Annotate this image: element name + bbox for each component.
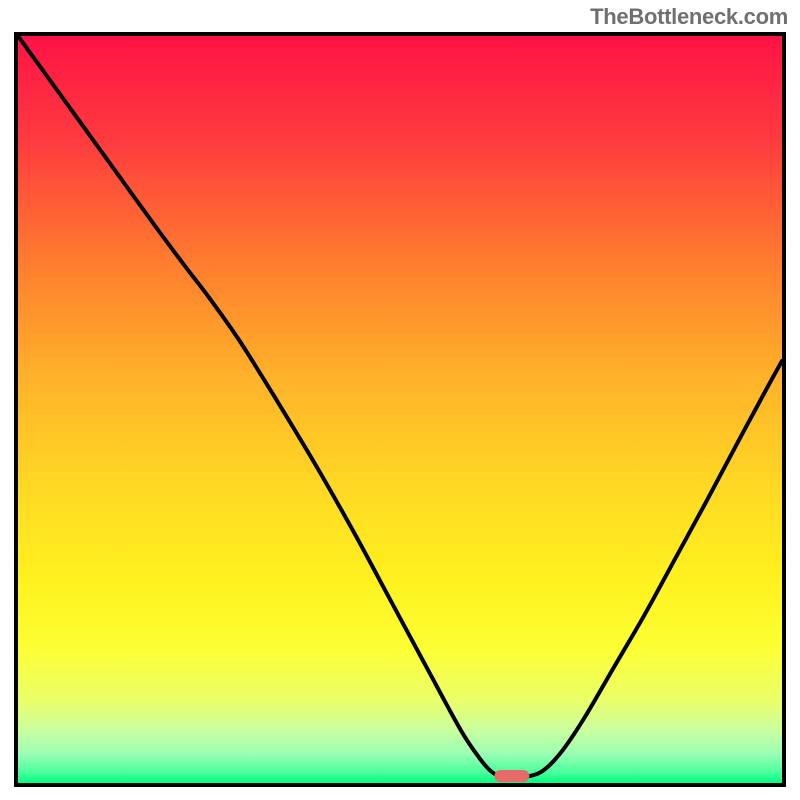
bottleneck-curve (18, 36, 782, 778)
plot-frame (14, 32, 786, 787)
chart-container: TheBottleneck.com (0, 0, 800, 800)
bottleneck-marker (495, 770, 530, 782)
attribution-text: TheBottleneck.com (590, 4, 788, 30)
curve-layer (18, 36, 782, 783)
